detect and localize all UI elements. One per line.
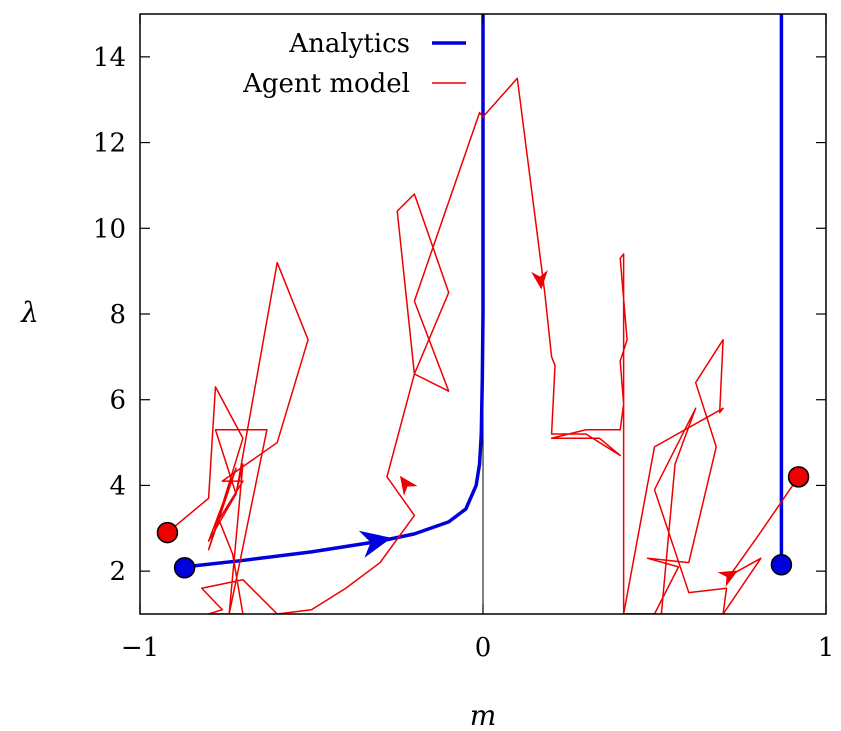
y-axis-label: λ bbox=[20, 296, 39, 329]
start-marker-0-1 bbox=[770, 553, 793, 576]
y-tick-label-5: 12 bbox=[93, 129, 126, 159]
agent-arrowhead-0-1 bbox=[531, 270, 548, 290]
series-layer bbox=[166, 14, 800, 614]
y-tick-label-3: 8 bbox=[109, 300, 126, 330]
start-marker-1-1 bbox=[787, 466, 810, 488]
series-line-0-0 bbox=[182, 14, 485, 569]
legend-label-analytics: Analytics bbox=[288, 29, 410, 59]
agent-arrowhead-0-0 bbox=[399, 475, 418, 496]
y-tick-label-2: 6 bbox=[109, 386, 126, 416]
y-tick-label-0: 2 bbox=[109, 557, 126, 587]
plot-area bbox=[156, 14, 810, 614]
series-line-1-0 bbox=[166, 77, 656, 614]
x-axis-label: m bbox=[470, 699, 497, 731]
x-tick-label-2: 1 bbox=[818, 633, 835, 663]
legend: Analytics Agent model bbox=[242, 29, 466, 99]
x-tick-label-1: 0 bbox=[475, 633, 492, 663]
analytics-arrowhead bbox=[358, 530, 392, 558]
agent-arrowhead-1-0 bbox=[717, 570, 738, 587]
start-marker-1-0 bbox=[156, 521, 179, 544]
y-tick-label-6: 14 bbox=[93, 43, 126, 73]
y-tick-label-1: 4 bbox=[109, 471, 126, 501]
y-tick-label-4: 10 bbox=[93, 214, 126, 244]
series-line-1-1 bbox=[622, 338, 800, 614]
marker-layer bbox=[156, 466, 810, 579]
x-tick-label-0: −1 bbox=[121, 633, 159, 663]
start-marker-0-0 bbox=[173, 556, 196, 579]
legend-label-agent-model: Agent model bbox=[242, 69, 410, 99]
